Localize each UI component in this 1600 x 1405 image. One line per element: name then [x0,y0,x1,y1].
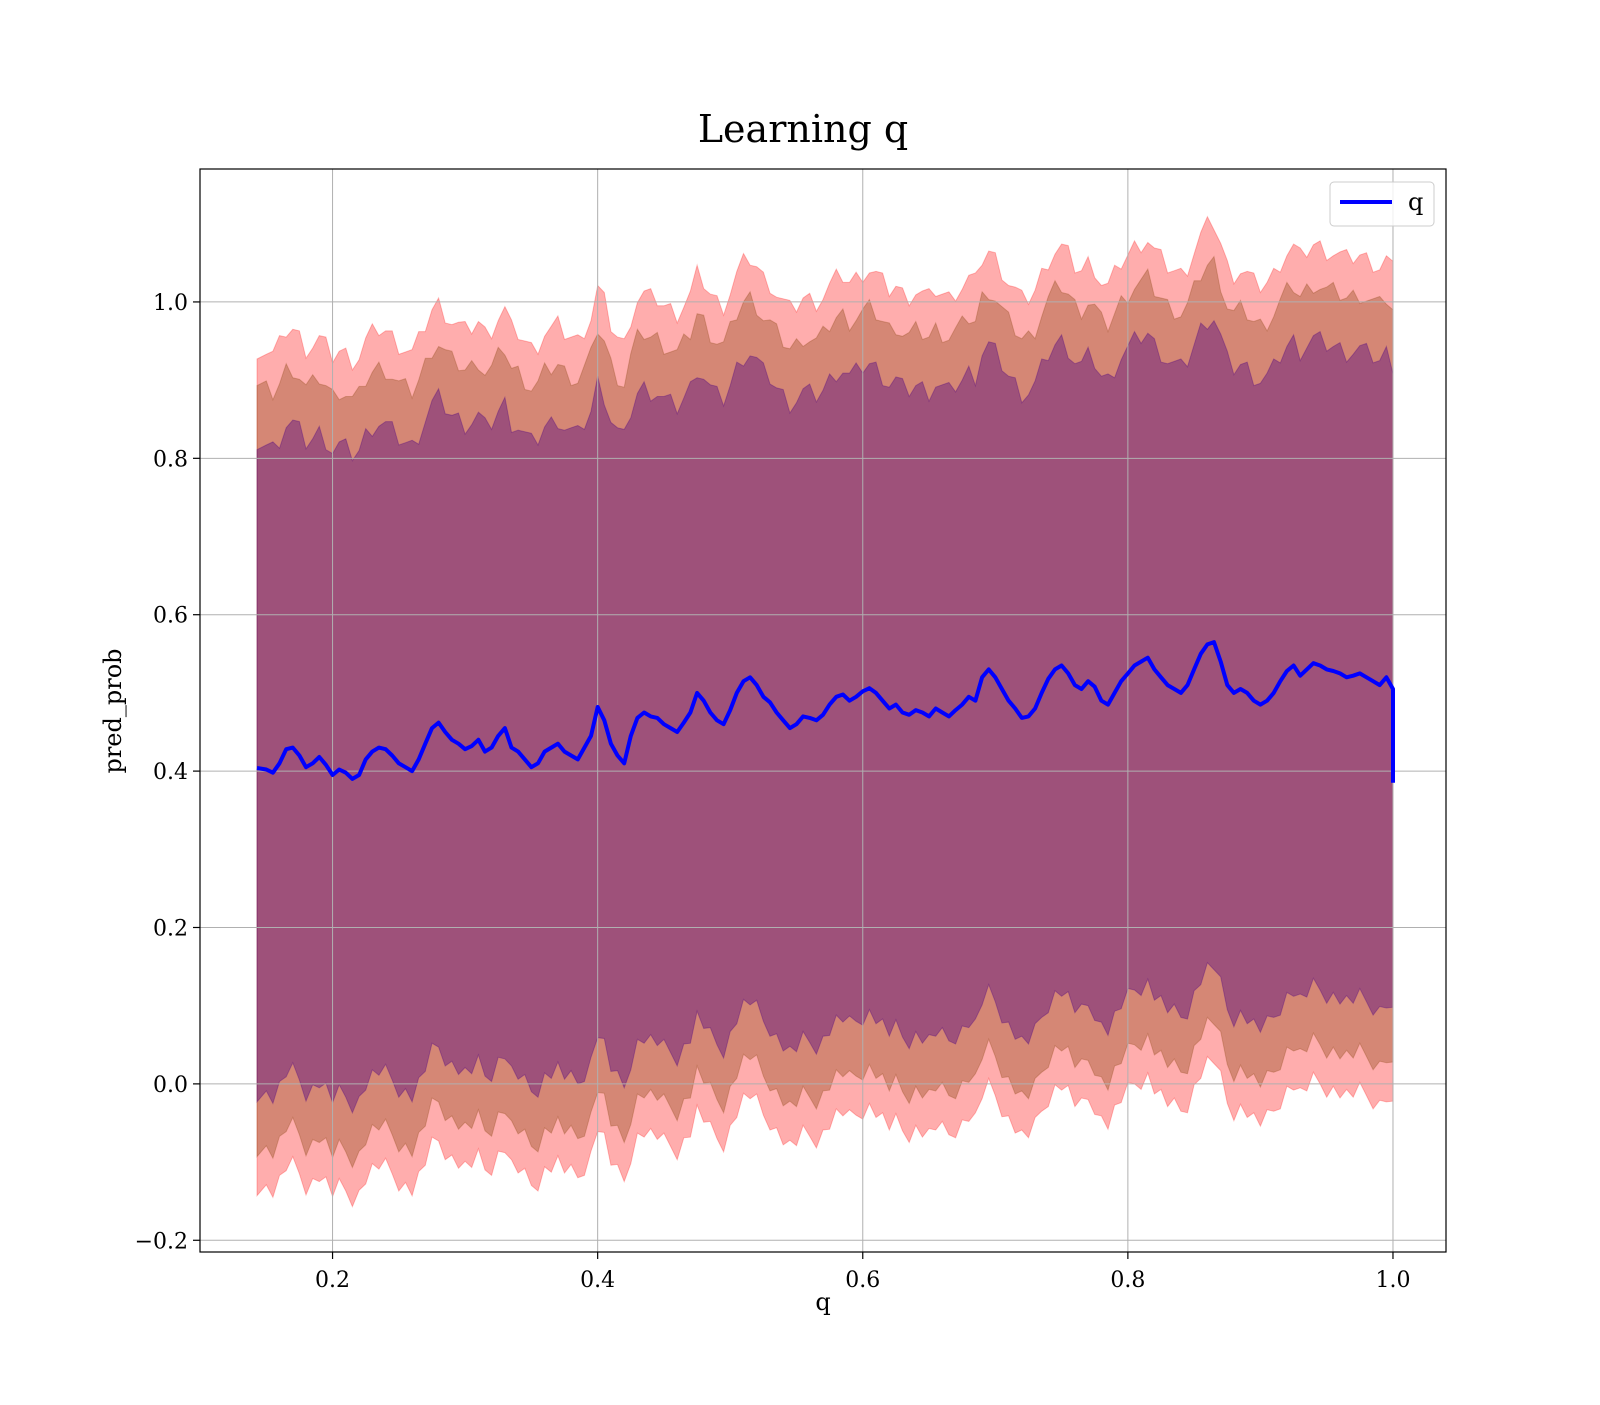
y-tick-label-0: −0.2 [135,1229,188,1254]
series-line-q [256,640,1395,783]
y-axis-label: pred_prob [99,648,127,773]
plot-frame [199,168,1447,1253]
legend: q [1329,181,1435,227]
x-tick-label-0: 0.2 [315,1268,350,1293]
chart-title: Learning q [698,107,908,151]
x-tick-label-1: 0.4 [580,1268,615,1293]
y-tick-label-1: 0.0 [153,1073,188,1098]
x-tick-label-3: 0.8 [1110,1268,1145,1293]
y-tick-label-4: 0.6 [153,604,188,629]
legend-label-q: q [1408,188,1423,216]
y-tick-label-3: 0.4 [153,760,188,785]
x-tick-label-4: 1.0 [1375,1268,1410,1293]
x-axis-label: q [815,1288,830,1316]
series-layer [256,640,1395,783]
ticks-layer: 0.2 0.4 0.6 0.8 1.0 −0.2 0.0 0.2 0.4 0.6 0.8 1.0 [135,291,1411,1293]
bands-layer [256,215,1394,1208]
y-tick-label-2: 0.2 [153,916,188,941]
y-tick-label-6: 1.0 [153,291,188,316]
y-tick-label-5: 0.8 [153,447,188,472]
x-tick-label-2: 0.6 [845,1268,880,1293]
